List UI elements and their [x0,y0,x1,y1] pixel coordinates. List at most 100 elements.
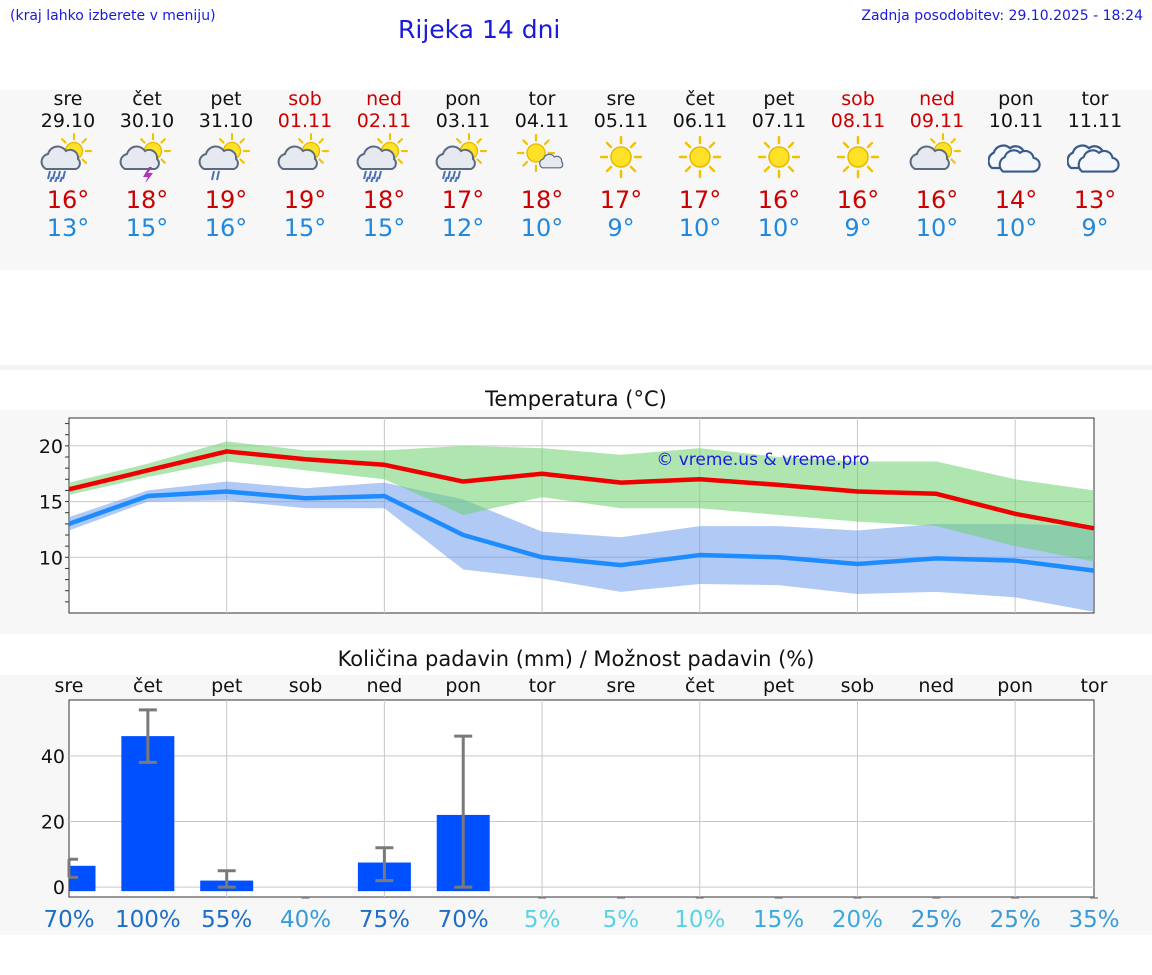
day-name: sob [288,88,322,110]
probability-label: 5% [524,907,561,933]
range-band-max [69,441,1094,562]
range-band-min [69,481,1094,612]
x-tick-label: sob [289,675,323,697]
probability-label: 25% [990,907,1041,933]
day-name: pet [763,88,795,110]
x-tick-label: sob [841,675,875,697]
day-date: 05.11 [593,110,649,132]
precipitation-chart-title: Količina padavin (mm) / Možnost padavin … [337,647,815,671]
sun-icon [678,135,722,179]
x-tick-label: pon [997,675,1033,697]
location-hint: (kraj lahko izberete v meniju) [10,8,216,24]
precip-bar [1090,897,1098,899]
forecast-day: pon 03.11 17° 12° [423,88,503,242]
temp-min: 12° [441,214,485,242]
temp-max: 18° [362,186,406,214]
forecast-day: sre 05.11 17° 9° [581,88,661,242]
temp-max: 16° [915,186,959,214]
probability-label: 75% [359,907,410,933]
precip-bar [616,897,625,899]
x-tick-label: čet [685,675,715,697]
series-line-max [68,449,1095,531]
day-name: ned [919,88,955,110]
temp-min: 9° [607,214,635,242]
day-name: tor [1081,88,1109,110]
temp-max: 18° [125,186,169,214]
temp-max: 13° [1073,186,1117,214]
probability-label: 10% [674,907,725,933]
temp-max: 14° [994,186,1038,214]
temp-min: 10° [915,214,959,242]
forecast-day: pet 07.11 16° 10° [739,88,819,242]
temp-min: 9° [1081,214,1109,242]
precip-bar [1011,897,1020,899]
temp-max: 17° [678,186,722,214]
day-date: 03.11 [435,110,491,132]
temp-min: 10° [757,214,801,242]
precipitation-chart: 0 20 40 sre čet pet sob ned pon tor sre čet pet sob ne… [41,675,1120,933]
day-date: 29.10 [40,110,96,132]
probability-label: 25% [911,907,962,933]
x-tick-label: ned [366,675,402,697]
sun-cloud-rain-icon [435,132,488,184]
temperature-chart: 10 15 20 © vreme.us & vreme.pro [39,417,1095,614]
day-date: 04.11 [514,110,570,132]
precip-bar [695,897,704,899]
sun-cloud-rain-icon [40,132,93,184]
precip-bar [853,897,862,899]
sun-small-cloud-icon [516,133,564,173]
temperature-chart-title: Temperatura (°C) [485,387,667,411]
day-name: čet [132,88,162,110]
forecast-day: sob 08.11 16° 9° [818,88,898,242]
temp-min: 16° [204,214,248,242]
probability-label: 20% [832,907,883,933]
y-tick-label: 15 [39,492,63,514]
probability-label: 35% [1068,907,1119,933]
temp-min: 10° [678,214,722,242]
forecast-day: sob 01.11 19° 15° [265,88,345,242]
y-tick-label: 20 [41,811,65,833]
day-date: 07.11 [751,110,807,132]
day-name: čet [685,88,715,110]
probability-label: 70% [438,907,489,933]
sun-icon [836,135,880,179]
series-line-min [68,489,1095,573]
temp-min: 13° [46,214,90,242]
x-tick-label: sre [606,675,635,697]
day-date: 06.11 [672,110,728,132]
precip-bar [774,897,783,899]
temp-max: 16° [46,186,90,214]
forecast-day: pet 31.10 19° 16° [186,88,266,242]
temp-min: 15° [125,214,169,242]
temp-max: 19° [283,186,327,214]
sun-icon [757,135,801,179]
day-name: pet [210,88,242,110]
temp-max: 17° [599,186,643,214]
temp-min: 10° [520,214,564,242]
page-title: Rijeka 14 dni [398,15,561,44]
forecast-day: čet 06.11 17° 10° [660,88,740,242]
sun-cloud-rain-icon [356,132,409,184]
day-date: 30.10 [119,110,175,132]
probability-label: 5% [603,907,640,933]
y-tick-label: 10 [39,547,63,569]
day-name: tor [528,88,556,110]
day-date: 08.11 [830,110,886,132]
day-date: 02.11 [356,110,412,132]
day-name: pon [998,88,1034,110]
y-tick-label: 20 [39,436,63,458]
forecast-day: tor 04.11 18° 10° [502,88,582,242]
x-tick-label: tor [529,675,556,697]
forecast-day: čet 30.10 18° 15° [107,88,187,242]
x-tick-label: pet [211,675,242,697]
cloud-icon [1066,144,1120,173]
forecast-day: tor 11.11 13° 9° [1055,88,1135,242]
x-tick-label: sre [55,675,84,697]
x-tick-label: pet [763,675,794,697]
temp-max: 17° [441,186,485,214]
temp-max: 19° [204,186,248,214]
forecast-strip [0,90,1152,270]
day-date: 11.11 [1067,110,1123,132]
temp-min: 15° [283,214,327,242]
day-date: 09.11 [909,110,965,132]
